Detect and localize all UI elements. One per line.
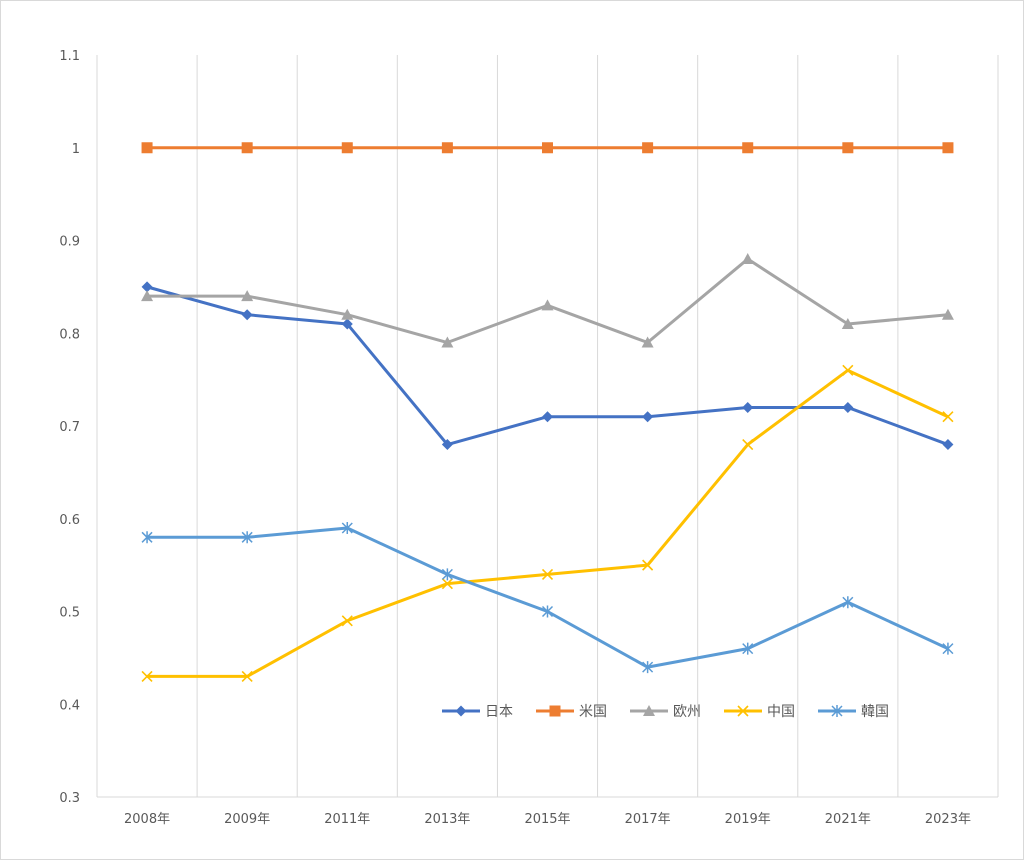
y-tick-label: 1.1 — [59, 49, 80, 64]
data-point — [942, 411, 954, 423]
data-point — [842, 142, 854, 154]
data-point — [341, 318, 353, 330]
data-point — [141, 142, 153, 154]
data-point — [642, 411, 654, 423]
data-point — [842, 364, 854, 376]
data-point — [742, 401, 754, 413]
data-point — [642, 559, 654, 571]
x-tick-label: 2015年 — [524, 812, 570, 827]
legend-marker — [643, 705, 655, 716]
data-point — [441, 439, 453, 451]
data-point — [541, 299, 554, 311]
data-point — [341, 308, 354, 320]
data-point — [241, 309, 253, 321]
data-point — [241, 670, 253, 682]
data-point — [141, 290, 154, 302]
data-point — [842, 596, 854, 609]
y-tick-label: 0.9 — [59, 235, 80, 250]
legend-label: 韓国 — [861, 704, 889, 720]
data-point — [642, 661, 654, 674]
x-tick-label: 2019年 — [725, 812, 771, 827]
data-point — [541, 568, 554, 580]
data-point — [141, 281, 153, 293]
data-point — [542, 411, 553, 423]
x-tick-label: 2009年 — [224, 812, 270, 827]
x-tick-label: 2013年 — [424, 812, 470, 827]
series-line-5 — [147, 526, 949, 669]
data-point — [742, 642, 754, 655]
data-point — [141, 531, 153, 544]
legend-label: 米国 — [579, 704, 607, 720]
data-point — [441, 336, 454, 348]
data-point — [942, 439, 954, 451]
legend-label: 欧州 — [673, 704, 701, 720]
data-point — [441, 578, 453, 590]
legend-label: 日本 — [485, 704, 513, 720]
data-point — [241, 290, 254, 302]
data-point — [441, 142, 453, 154]
legend-marker — [549, 705, 561, 717]
data-point — [641, 336, 654, 348]
legend-marker — [831, 705, 843, 717]
data-point — [942, 642, 954, 655]
data-point — [341, 522, 353, 535]
data-point — [141, 670, 153, 682]
data-point — [241, 531, 253, 544]
y-tick-label: 0.7 — [59, 420, 80, 435]
legend-marker — [737, 705, 749, 717]
data-point — [842, 401, 854, 413]
data-point — [541, 605, 554, 618]
data-point — [942, 142, 954, 154]
y-tick-label: 0.8 — [59, 327, 80, 342]
y-tick-label: 0.4 — [59, 698, 80, 713]
y-tick-label: 1 — [72, 142, 80, 157]
data-point — [742, 438, 754, 451]
data-point — [742, 142, 754, 154]
x-tick-label: 2008年 — [124, 812, 170, 827]
data-point — [642, 142, 654, 154]
legend-label: 中国 — [767, 704, 795, 720]
data-point — [341, 142, 353, 154]
x-tick-label: 2023年 — [925, 812, 971, 827]
data-point — [941, 308, 954, 320]
legend-marker — [455, 705, 467, 717]
x-tick-label: 2017年 — [625, 812, 671, 827]
x-tick-label: 2011年 — [324, 812, 370, 827]
x-tick-label: 2021年 — [825, 812, 871, 827]
data-point — [542, 142, 553, 154]
data-point — [441, 568, 453, 581]
data-point — [241, 142, 253, 154]
data-point — [741, 253, 754, 265]
y-tick-label: 0.3 — [59, 791, 80, 806]
data-point — [341, 615, 353, 627]
y-tick-label: 0.5 — [59, 606, 80, 621]
data-point — [841, 317, 854, 329]
y-tick-label: 0.6 — [59, 513, 80, 528]
